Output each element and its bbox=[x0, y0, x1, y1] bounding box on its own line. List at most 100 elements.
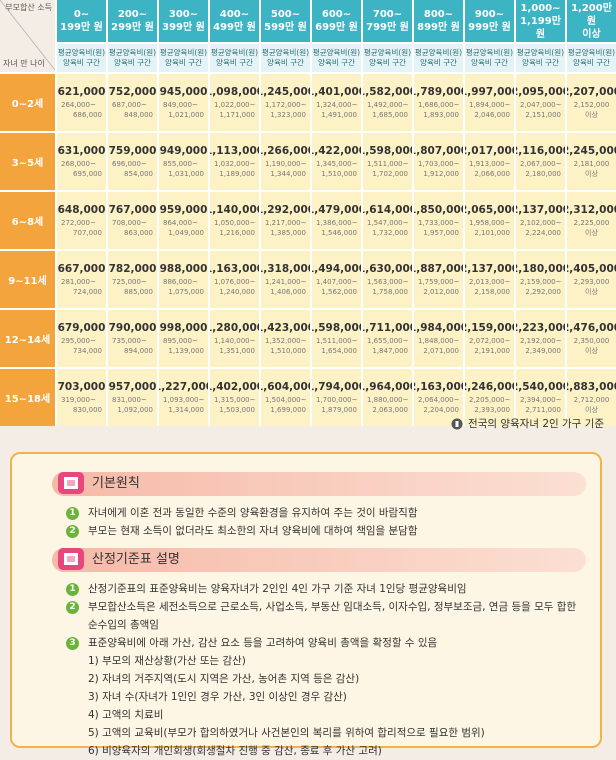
cost-range-line: 831,000~ bbox=[112, 396, 147, 404]
cost-range-line: 2,159,000~ bbox=[520, 278, 562, 286]
subheader-line: 양육비 구간 bbox=[165, 58, 202, 67]
cost-range-line: 1,189,000 bbox=[219, 170, 255, 178]
list-item: 2 부모는 현재 소득이 없더라도 최소한의 자녀 양육비에 대하여 책임을 분담… bbox=[52, 522, 586, 540]
cost-range: 2,072,000~ 2,191,000 bbox=[465, 336, 514, 356]
cost-range: 1,511,000~ 1,702,000 bbox=[363, 159, 412, 179]
data-cell: 1,997,000 1,894,000~ 2,046,000 bbox=[465, 74, 514, 131]
cost-range-line: 이상 bbox=[585, 406, 598, 414]
column-header-line: 399만 원 bbox=[162, 22, 205, 33]
subheader-line: 양육비 구간 bbox=[318, 58, 355, 67]
item-text: 자녀에게 이혼 전과 동일한 수준의 양육환경을 유지하여 주는 것이 바람직함 bbox=[88, 507, 418, 519]
cost-range: 725,000~ 885,000 bbox=[108, 277, 157, 297]
data-cell: 1,789,000 1,686,000~ 1,893,000 bbox=[414, 74, 463, 131]
average-cost: 1,479,000 bbox=[312, 204, 361, 216]
cost-range-line: 2,101,000 bbox=[474, 229, 510, 237]
cost-range-line: 2,067,000~ bbox=[520, 160, 562, 168]
average-cost: 1,598,000 bbox=[363, 145, 412, 157]
data-cell: 2,017,000 1,913,000~ 2,066,000 bbox=[465, 133, 514, 190]
section-title-bar: 기본원칙 bbox=[52, 472, 586, 496]
note-icon bbox=[451, 418, 463, 429]
cost-range-line: 707,000 bbox=[73, 229, 102, 237]
cost-range: 295,000~ 734,000 bbox=[57, 336, 106, 356]
cost-range-line: 1,699,000 bbox=[270, 406, 306, 414]
sub-item: 6) 비양육자의 개인회생(회생절차 진행 중 감산, 종료 후 가산 고려) bbox=[88, 745, 382, 757]
data-cell: 1,494,000 1,407,000~ 1,562,000 bbox=[312, 251, 361, 308]
cost-range-line: 1,958,000~ bbox=[469, 219, 511, 227]
column-header-line: 499만 원 bbox=[213, 22, 256, 33]
cost-range-line: 1,190,000~ bbox=[265, 160, 307, 168]
column-header: 200~ 299만 원 bbox=[108, 0, 157, 42]
data-cell: 1,614,000 1,547,000~ 1,732,000 bbox=[363, 192, 412, 249]
data-cell: 1,423,000 1,352,000~ 1,510,000 bbox=[261, 310, 310, 367]
cost-range: 864,000~ 1,049,000 bbox=[159, 218, 208, 238]
column-header-line: 400~ bbox=[219, 9, 250, 20]
item-number: 2 bbox=[66, 525, 79, 538]
cost-range-line: 281,000~ bbox=[61, 278, 96, 286]
cost-range-line: 1,510,000 bbox=[321, 170, 357, 178]
cost-range-line: 1,703,000~ bbox=[418, 160, 460, 168]
list-item: 3 표준양육비에 아래 가산, 감산 요소 등을 고려하여 양육비 총액을 확정할… bbox=[52, 634, 586, 760]
cost-range-line: 1,323,000 bbox=[270, 111, 306, 119]
subheader-line: 평균양육비(원) bbox=[414, 48, 463, 57]
subheader-cell: 평균양육비(원) 양육비 구간 bbox=[159, 44, 208, 72]
data-cell: 1,887,000 1,759,000~ 2,012,000 bbox=[414, 251, 463, 308]
cost-range-line: 1,352,000~ bbox=[265, 337, 307, 345]
cost-range-line: 1,314,000 bbox=[168, 406, 204, 414]
column-header-line: 599만 원 bbox=[264, 22, 307, 33]
section-title-bar: 산정기준표 설명 bbox=[52, 548, 586, 572]
average-cost: 2,159,000 bbox=[465, 322, 514, 334]
average-cost: 957,000 bbox=[108, 381, 157, 393]
cost-range-line: 1,880,000~ bbox=[367, 396, 409, 404]
data-cell: 1,479,000 1,386,000~ 1,546,000 bbox=[312, 192, 361, 249]
average-cost: 1,140,000 bbox=[210, 204, 259, 216]
data-cell: 767,000 708,000~ 863,000 bbox=[108, 192, 157, 249]
average-cost: 2,476,000 bbox=[567, 322, 616, 334]
cost-range-line: 895,000~ bbox=[163, 337, 198, 345]
data-cell: 988,000 886,000~ 1,075,000 bbox=[159, 251, 208, 308]
data-cell: 2,246,000 2,205,000~ 2,393,000 bbox=[465, 369, 514, 426]
cost-range: 2,225,000 이상 bbox=[567, 218, 616, 238]
cost-range: 1,492,000~ 1,685,000 bbox=[363, 100, 412, 120]
cost-range-line: 이상 bbox=[585, 229, 598, 237]
row-label: 9~11세 bbox=[0, 251, 55, 308]
data-cell: 957,000 831,000~ 1,092,000 bbox=[108, 369, 157, 426]
cost-range: 1,076,000~ 1,240,000 bbox=[210, 277, 259, 297]
cost-range-line: 2,047,000~ bbox=[520, 101, 562, 109]
sub-item: 1) 부모의 재산상황(가산 또는 감산) bbox=[88, 655, 246, 667]
section-icon bbox=[58, 472, 84, 494]
data-cell: 1,604,000 1,504,000~ 1,699,000 bbox=[261, 369, 310, 426]
cost-range: 1,504,000~ 1,699,000 bbox=[261, 395, 310, 415]
cost-range-line: 2,064,000~ bbox=[418, 396, 460, 404]
cost-range-line: 1,847,000 bbox=[372, 347, 408, 355]
data-cell: 759,000 696,000~ 854,000 bbox=[108, 133, 157, 190]
data-cell: 1,280,000 1,140,000~ 1,351,000 bbox=[210, 310, 259, 367]
data-cell: 1,098,000 1,022,000~ 1,171,000 bbox=[210, 74, 259, 131]
average-cost: 1,227,000 bbox=[159, 381, 208, 393]
cost-range-line: 1,912,000 bbox=[423, 170, 459, 178]
cost-range-line: 2,192,000~ bbox=[520, 337, 562, 345]
cost-range: 2,712,000 이상 bbox=[567, 395, 616, 415]
cost-range-line: 1,511,000~ bbox=[316, 337, 358, 345]
subheader-cell: 평균양육비(원) 양육비 구간 bbox=[108, 44, 157, 72]
cost-range: 281,000~ 724,000 bbox=[57, 277, 106, 297]
cost-range-line: 1,702,000 bbox=[372, 170, 408, 178]
subheader-line: 양육비 구간 bbox=[267, 58, 304, 67]
cost-range-line: 1,050,000~ bbox=[214, 219, 256, 227]
item-number: 1 bbox=[66, 507, 79, 520]
cost-range-line: 1,344,000 bbox=[270, 170, 306, 178]
cost-range-line: 1,732,000 bbox=[372, 229, 408, 237]
cost-range: 1,700,000~ 1,879,000 bbox=[312, 395, 361, 415]
cost-range-line: 1,171,000 bbox=[219, 111, 255, 119]
cost-range-line: 1,733,000~ bbox=[418, 219, 460, 227]
average-cost: 2,137,000 bbox=[516, 204, 565, 216]
data-cell: 1,318,000 1,241,000~ 1,406,000 bbox=[261, 251, 310, 308]
data-cell: 2,540,000 2,394,000~ 2,711,000 bbox=[516, 369, 565, 426]
column-header-line: 1,200만 원 bbox=[571, 2, 612, 27]
column-header-line: 0~ bbox=[73, 9, 90, 20]
column-header-line: 199만 원 bbox=[60, 22, 103, 33]
cost-range-line: 1,913,000~ bbox=[469, 160, 511, 168]
column-header-line: 700~ bbox=[372, 9, 403, 20]
cost-range: 268,000~ 695,000 bbox=[57, 159, 106, 179]
cost-range-line: 2,205,000~ bbox=[469, 396, 511, 404]
data-cell: 1,807,000 1,703,000~ 1,912,000 bbox=[414, 133, 463, 190]
